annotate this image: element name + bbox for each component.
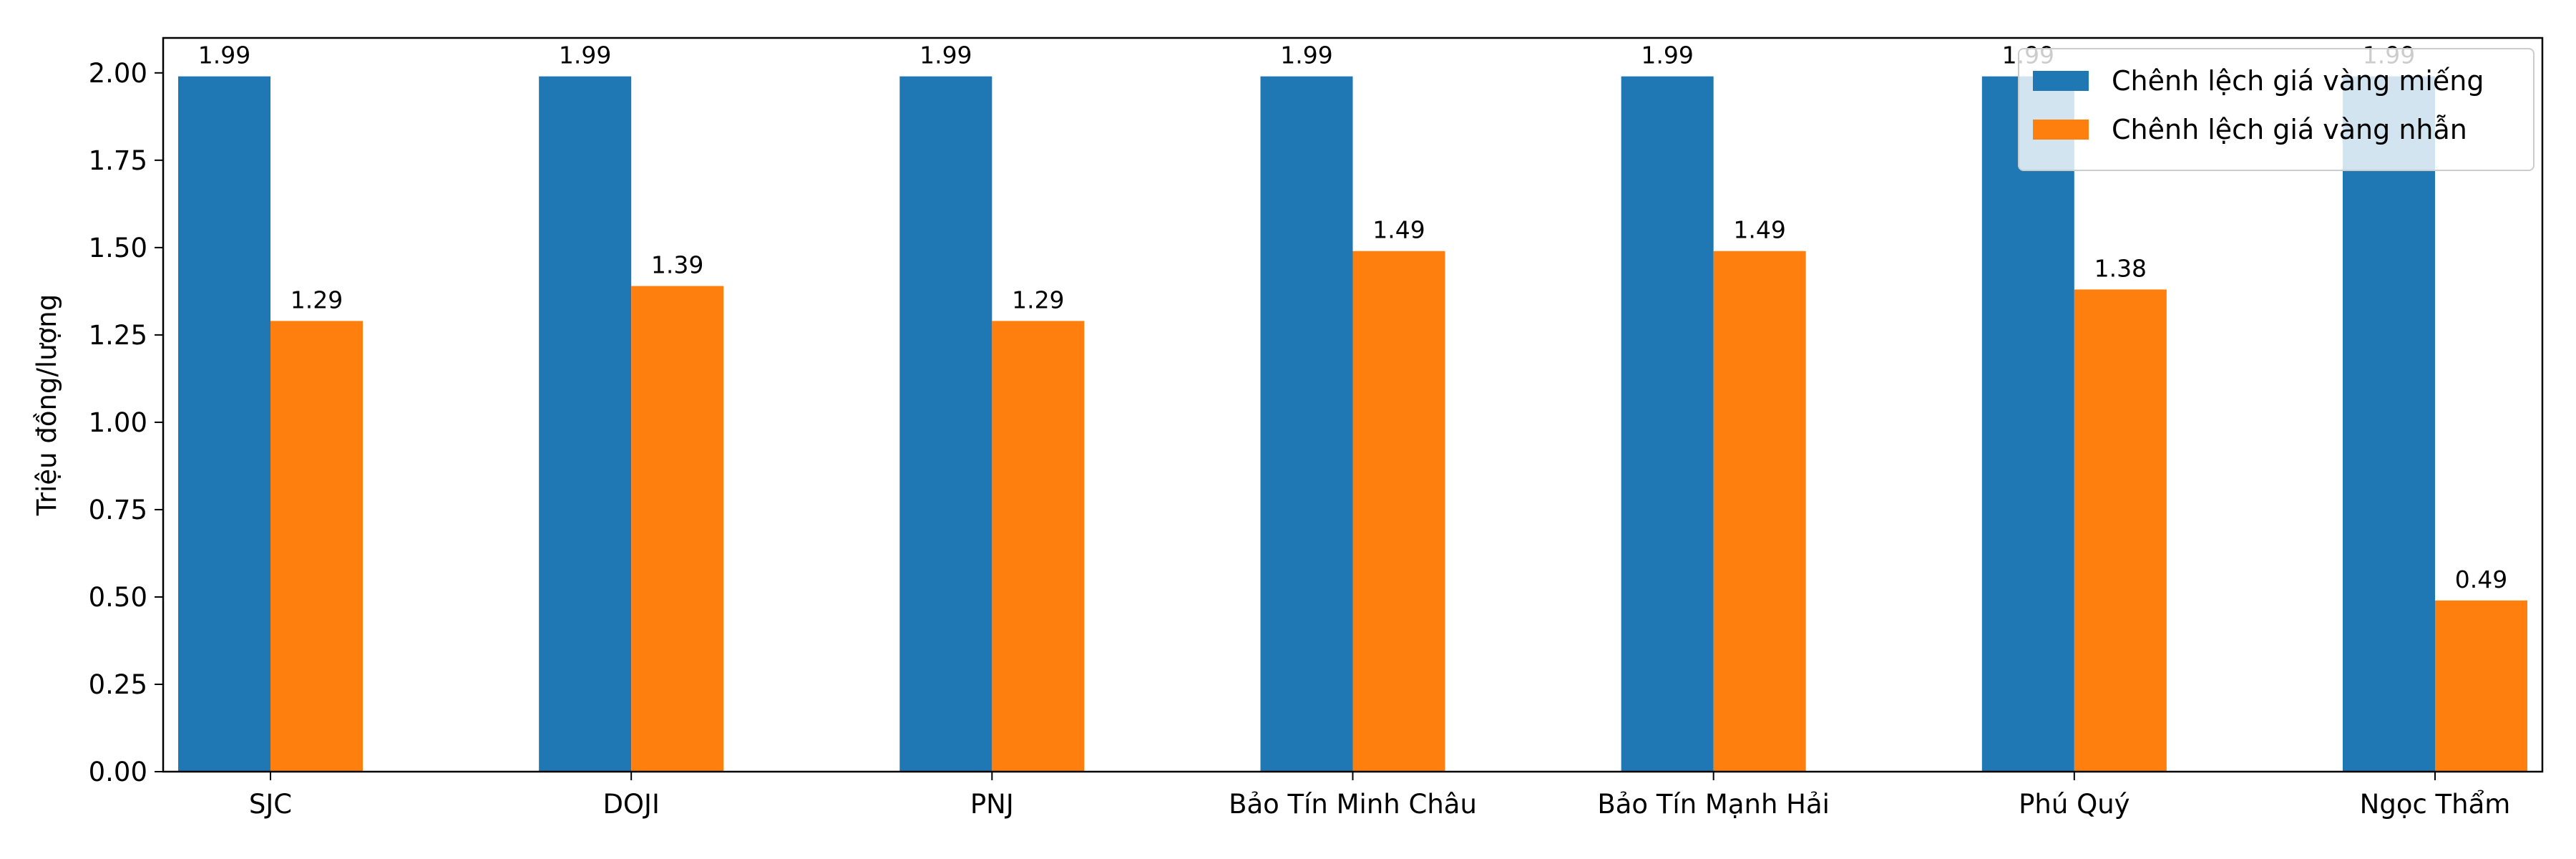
data-label-vang-mieng-0: 1.99 bbox=[198, 42, 250, 69]
x-tick-label-2: PNJ bbox=[970, 789, 1014, 820]
y-tick-label-0: 0.00 bbox=[89, 757, 147, 787]
bar-vang-nhan-5 bbox=[2074, 289, 2167, 772]
bar-vang-mieng-2 bbox=[899, 76, 992, 772]
plot-frame bbox=[162, 37, 2544, 773]
data-label-vang-nhan-3: 1.49 bbox=[1372, 216, 1425, 244]
data-label-vang-mieng-1: 1.99 bbox=[559, 42, 611, 69]
y-tick-label-2: 0.50 bbox=[89, 582, 147, 613]
data-label-vang-nhan-2: 1.29 bbox=[1012, 286, 1064, 314]
data-label-vang-mieng-4: 1.99 bbox=[1641, 42, 1693, 69]
bar-vang-mieng-0 bbox=[178, 76, 270, 772]
legend[interactable]: Chênh lệch giá vàng miếng Chênh lệch giá … bbox=[2018, 48, 2534, 171]
legend-frame bbox=[2018, 48, 2534, 171]
x-tick-label-5: Phú Quý bbox=[2019, 789, 2129, 820]
bar-vang-nhan-1 bbox=[631, 286, 724, 772]
data-label-vang-nhan-6: 0.49 bbox=[2455, 566, 2507, 593]
bar-vang-mieng-3 bbox=[1260, 76, 1353, 772]
y-tick-label-4: 1.00 bbox=[89, 407, 147, 438]
bar-vang-mieng-1 bbox=[539, 76, 632, 772]
legend-label-1: Chênh lệch giá vàng nhẫn bbox=[2112, 114, 2467, 145]
data-label-vang-nhan-1: 1.39 bbox=[651, 251, 703, 279]
bar-vang-nhan-0 bbox=[270, 321, 363, 772]
x-tick-label-0: SJC bbox=[249, 789, 292, 820]
axes-layer: SJC DOJI PNJ Bảo Tín Minh Châu Bảo Tín Mạnh … bbox=[31, 37, 2544, 820]
y-tick-label-7: 1.75 bbox=[89, 145, 147, 176]
data-labels-layer: 1.99 1.29 1.99 1.39 1.99 1.29 1.99 1.49 1.99 1.49… bbox=[198, 42, 2507, 593]
y-tick-label-6: 1.50 bbox=[89, 233, 147, 263]
bar-vang-mieng-6 bbox=[2343, 76, 2435, 772]
y-tick-label-1: 0.25 bbox=[89, 669, 147, 700]
y-tick-label-3: 0.75 bbox=[89, 495, 147, 525]
x-tick-label-1: DOJI bbox=[602, 789, 659, 820]
bar-vang-nhan-2 bbox=[992, 321, 1085, 772]
y-tick-label-5: 1.25 bbox=[89, 320, 147, 351]
y-tick-label-8: 2.00 bbox=[89, 58, 147, 89]
y-axis-label: Triệu đồng/lượng bbox=[31, 294, 62, 516]
bar-vang-nhan-4 bbox=[1713, 251, 1806, 772]
data-label-vang-mieng-3: 1.99 bbox=[1280, 42, 1332, 69]
legend-swatch-1 bbox=[2033, 120, 2089, 140]
bar-vang-mieng-4 bbox=[1621, 76, 1714, 772]
data-label-vang-nhan-0: 1.29 bbox=[291, 286, 343, 314]
bars-layer bbox=[178, 76, 2527, 772]
bar-vang-mieng-5 bbox=[1981, 76, 2074, 772]
data-label-vang-mieng-2: 1.99 bbox=[919, 42, 972, 69]
bar-vang-nhan-6 bbox=[2435, 600, 2527, 772]
x-tick-label-6: Ngọc Thẩm bbox=[2360, 789, 2511, 820]
x-tick-label-3: Bảo Tín Minh Châu bbox=[1229, 789, 1477, 820]
data-label-vang-nhan-4: 1.49 bbox=[1733, 216, 1785, 244]
data-label-vang-nhan-5: 1.38 bbox=[2094, 254, 2147, 282]
x-tick-label-4: Bảo Tín Mạnh Hải bbox=[1597, 789, 1830, 820]
bar-vang-nhan-3 bbox=[1352, 251, 1445, 772]
legend-swatch-0 bbox=[2033, 71, 2089, 91]
legend-label-0: Chênh lệch giá vàng miếng bbox=[2112, 65, 2484, 97]
